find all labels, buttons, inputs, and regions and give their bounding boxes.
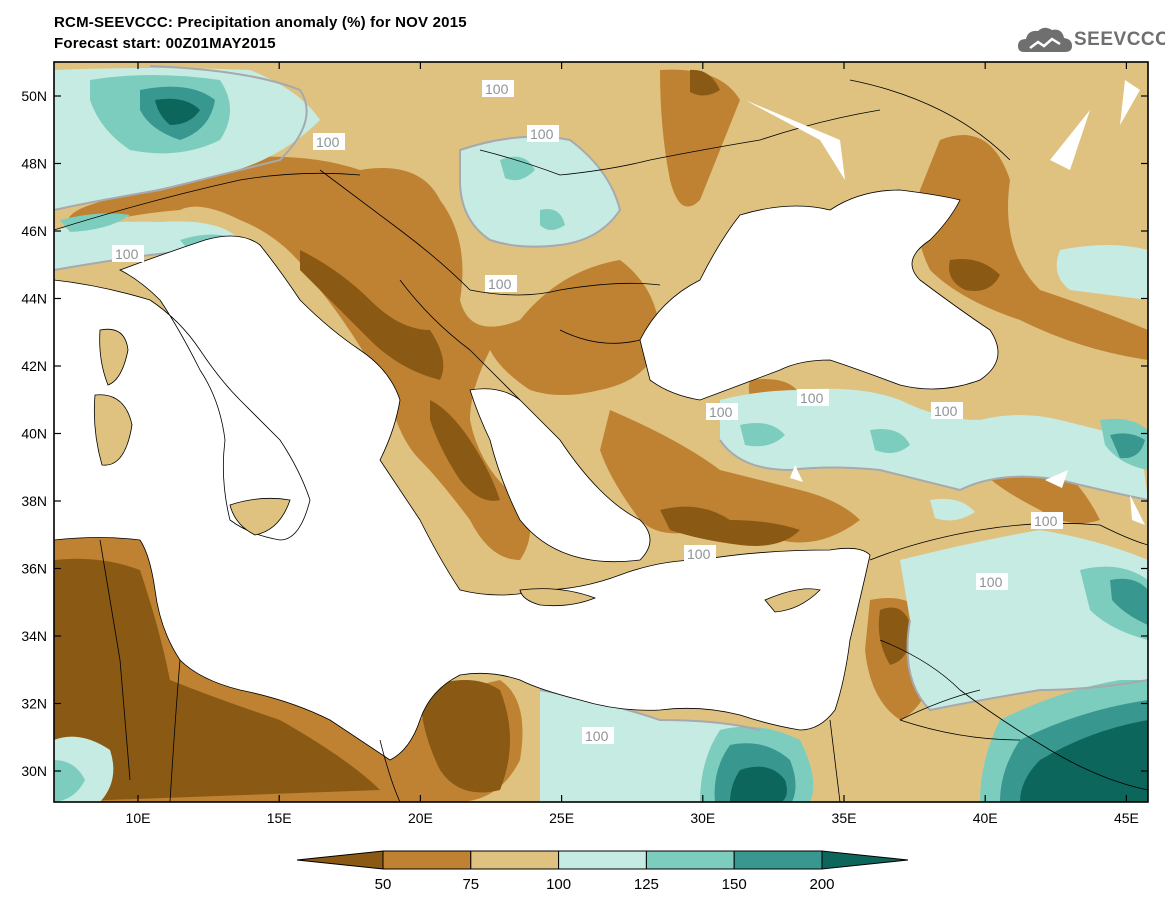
colorbar-label: 200 (809, 876, 834, 893)
contour-label: 100 (1034, 513, 1058, 529)
contour-label: 100 (485, 81, 509, 97)
contour-label: 100 (530, 126, 554, 142)
axis-ticks (54, 62, 1148, 802)
longitude-labels: 10E 15E 20E 25E 30E 35E 40E 45E (126, 810, 1139, 826)
contour-label: 100 (687, 546, 711, 562)
contour-label: 100 (800, 390, 824, 406)
longitude-label: 45E (1114, 810, 1139, 826)
longitude-label: 20E (408, 810, 433, 826)
colorbar-segment (821, 850, 909, 870)
latitude-label: 32N (21, 696, 47, 712)
map-title: RCM-SEEVCCC: Precipitation anomaly (%) f… (54, 14, 467, 31)
latitude-label: 50N (21, 88, 47, 104)
colorbar-segment (382, 850, 472, 870)
colorbar-segment (470, 850, 560, 870)
latitude-labels: 50N 48N 46N 44N 42N 40N 38N 36N 34N 32N 30N (21, 88, 47, 779)
lake-patches (745, 80, 1145, 525)
latitude-label: 40N (21, 426, 47, 442)
contour-label: 100 (979, 574, 1003, 590)
colorbar-segment (296, 850, 384, 870)
latitude-label: 44N (21, 291, 47, 307)
longitude-label: 40E (973, 810, 998, 826)
colorbar-label: 125 (634, 876, 659, 893)
longitude-label: 25E (549, 810, 574, 826)
contour-label: 100 (488, 276, 512, 292)
colorbar-segment (558, 850, 647, 870)
country-borders (54, 79, 1148, 802)
latitude-label: 36N (21, 561, 47, 577)
longitude-label: 15E (267, 810, 292, 826)
latitude-label: 46N (21, 223, 47, 239)
contour-label: 100 (316, 134, 340, 150)
contour-label: 100 (934, 403, 958, 419)
contour-label: 100 (709, 404, 733, 420)
islands (93, 328, 821, 613)
colorbar-label: 75 (462, 876, 479, 893)
colorbar-label: 100 (546, 876, 571, 893)
plot-frame (53, 61, 1149, 803)
colorbar-segment (645, 850, 735, 870)
latitude-label: 34N (21, 628, 47, 644)
longitude-label: 30E (690, 810, 715, 826)
longitude-label: 35E (832, 810, 857, 826)
latitude-label: 30N (21, 763, 47, 779)
latitude-label: 42N (21, 358, 47, 374)
contour-label: 100 (585, 728, 609, 744)
latitude-label: 38N (21, 493, 47, 509)
contour-label: 100 (115, 246, 139, 262)
colorbar: 50 75 100 125 150 200 (296, 850, 909, 893)
longitude-label: 10E (126, 810, 151, 826)
logo-text: SEEVCCC (1074, 29, 1165, 50)
map-plot-area: 100 100 100 100 100 100 100 100 100 100 … (54, 62, 1148, 802)
colorbar-label: 50 (375, 876, 392, 893)
sea-areas (54, 189, 999, 761)
seevccc-logo: SEEVCCC (1018, 24, 1165, 56)
cloud-icon (1018, 27, 1072, 52)
latitude-label: 48N (21, 156, 47, 172)
contour-labels: 100 100 100 100 100 100 100 100 100 100 … (112, 80, 1063, 744)
forecast-start-label: Forecast start: 00Z01MAY2015 (54, 35, 276, 52)
colorbar-label: 150 (722, 876, 747, 893)
colorbar-segment (733, 850, 823, 870)
